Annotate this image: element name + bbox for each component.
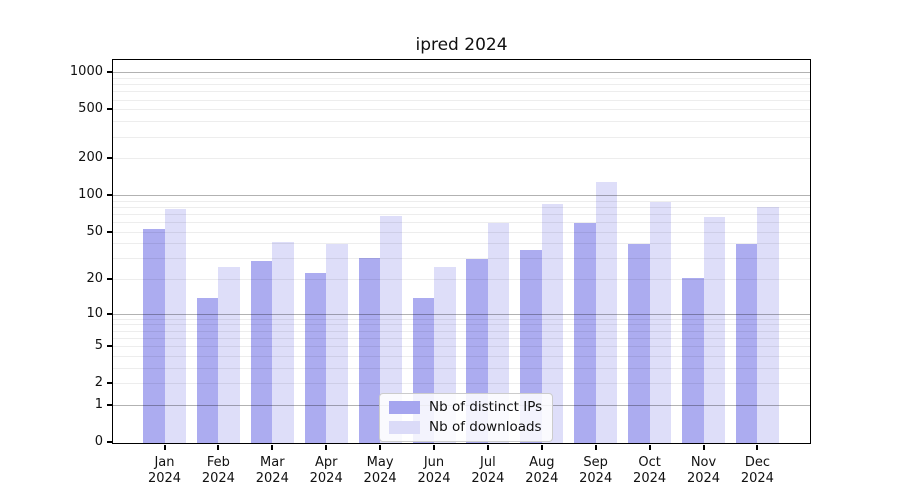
y-tick-50 bbox=[106, 230, 112, 233]
plot-area: 0 1 2 5 10 20 50 100 200 500 1000 Jan 2024 Feb 2024 Mar… bbox=[70, 59, 811, 486]
x-tick-dec bbox=[756, 444, 759, 450]
gridline-minor bbox=[113, 84, 810, 86]
gridline-minor bbox=[113, 136, 810, 138]
gridline-minor bbox=[113, 200, 810, 202]
x-tick-jun bbox=[433, 444, 435, 450]
bar-ips-dec bbox=[735, 244, 758, 443]
x-tick-label-jan: Jan 2024 bbox=[147, 455, 182, 486]
x-tick-label-mar: Mar 2024 bbox=[255, 455, 289, 486]
gridline-minor bbox=[113, 206, 810, 208]
y-tick-20 bbox=[106, 278, 112, 281]
bar-ips-sep bbox=[574, 223, 596, 443]
x-tick-label-aug: Aug 2024 bbox=[525, 455, 559, 486]
bar-downloads-mar bbox=[272, 241, 294, 443]
gridline-minor bbox=[113, 213, 810, 215]
y-tick-1 bbox=[106, 403, 112, 406]
x-tick-label-jul: Jul 2024 bbox=[471, 455, 505, 486]
y-tick-label-20: 20 bbox=[86, 271, 103, 287]
x-tick-jul bbox=[486, 444, 489, 450]
legend: Nb of distinct IPs Nb of downloads bbox=[379, 393, 554, 442]
x-tick-label-feb: Feb 2024 bbox=[201, 455, 235, 486]
legend-label-distinct-ips: Nb of distinct IPs bbox=[429, 399, 543, 415]
y-tick-500 bbox=[106, 108, 112, 111]
x-tick-label-apr: Apr 2024 bbox=[309, 455, 343, 486]
bar-ips-may bbox=[358, 257, 381, 443]
x-tick-sep bbox=[594, 444, 597, 450]
x-tick-may bbox=[379, 444, 382, 450]
bar-downloads-dec bbox=[757, 206, 779, 443]
y-tick-label-200: 200 bbox=[78, 150, 103, 166]
bar-downloads-aug bbox=[541, 204, 564, 443]
bar-ips-nov bbox=[682, 277, 704, 443]
gridline-minor bbox=[113, 99, 810, 101]
legend-item-distinct-ips: Nb of distinct IPs bbox=[389, 399, 542, 415]
y-tick-label-0: 0 bbox=[94, 434, 103, 449]
bar-downloads-jul bbox=[487, 223, 510, 443]
x-tick-label-nov: Nov 2024 bbox=[686, 455, 721, 486]
x-tick-nov bbox=[702, 444, 705, 450]
bar-ips-feb bbox=[196, 298, 219, 443]
x-tick-feb bbox=[217, 444, 220, 450]
bar-ips-mar bbox=[250, 261, 273, 443]
bar-ips-jan bbox=[143, 228, 165, 443]
y-tick-100 bbox=[106, 194, 112, 197]
x-tick-label-jun: Jun 2024 bbox=[417, 455, 451, 486]
bar-downloads-nov bbox=[703, 217, 725, 443]
x-tick-aug bbox=[540, 444, 543, 450]
plot-inner: 0 1 2 5 10 20 50 100 200 500 1000 Jan 2024 Feb 2024 Mar… bbox=[70, 60, 810, 486]
bar-ips-oct bbox=[628, 244, 650, 443]
y-tick-label-1000: 1000 bbox=[69, 64, 103, 80]
legend-swatch-distinct-ips bbox=[389, 400, 420, 414]
x-tick-label-may: May 2024 bbox=[363, 455, 397, 486]
bar-downloads-sep bbox=[595, 182, 618, 443]
gridline-minor bbox=[113, 158, 810, 160]
gridline-major bbox=[113, 195, 810, 196]
y-tick-5 bbox=[106, 345, 112, 348]
y-tick-1000 bbox=[106, 71, 112, 74]
gridline-minor bbox=[113, 91, 810, 93]
x-tick-label-oct: Oct 2024 bbox=[633, 455, 667, 486]
bar-downloads-may bbox=[380, 216, 402, 443]
y-tick-0 bbox=[106, 441, 112, 443]
y-tick-label-500: 500 bbox=[78, 101, 103, 117]
x-tick-label-sep: Sep 2024 bbox=[579, 455, 613, 486]
x-tick-label-dec: Dec 2024 bbox=[740, 455, 774, 486]
chart-title: ipred 2024 bbox=[415, 35, 508, 55]
bar-downloads-apr bbox=[326, 244, 348, 443]
gridline-minor bbox=[113, 109, 810, 111]
x-tick-mar bbox=[271, 444, 274, 450]
bar-downloads-feb bbox=[218, 266, 240, 443]
gridline-minor bbox=[113, 121, 810, 123]
legend-item-downloads: Nb of downloads bbox=[389, 419, 542, 435]
bar-downloads-oct bbox=[649, 201, 672, 443]
bar-ips-apr bbox=[304, 272, 327, 443]
y-tick-label-2: 2 bbox=[94, 375, 103, 391]
bar-downloads-jan bbox=[164, 209, 186, 443]
legend-label-downloads: Nb of downloads bbox=[429, 419, 542, 435]
legend-swatch-downloads bbox=[389, 420, 420, 434]
x-tick-jan bbox=[163, 444, 166, 450]
x-tick-oct bbox=[648, 444, 651, 450]
y-tick-label-10: 10 bbox=[86, 305, 103, 321]
y-tick-2 bbox=[106, 382, 112, 385]
y-tick-label-50: 50 bbox=[86, 223, 103, 239]
x-tick-apr bbox=[325, 444, 328, 450]
y-tick-label-1: 1 bbox=[94, 396, 103, 412]
y-tick-label-5: 5 bbox=[94, 338, 103, 354]
gridline-minor bbox=[113, 77, 810, 79]
y-tick-200 bbox=[106, 157, 112, 160]
gridline-major bbox=[113, 72, 810, 74]
y-tick-label-100: 100 bbox=[78, 187, 103, 203]
y-tick-10 bbox=[106, 312, 112, 315]
